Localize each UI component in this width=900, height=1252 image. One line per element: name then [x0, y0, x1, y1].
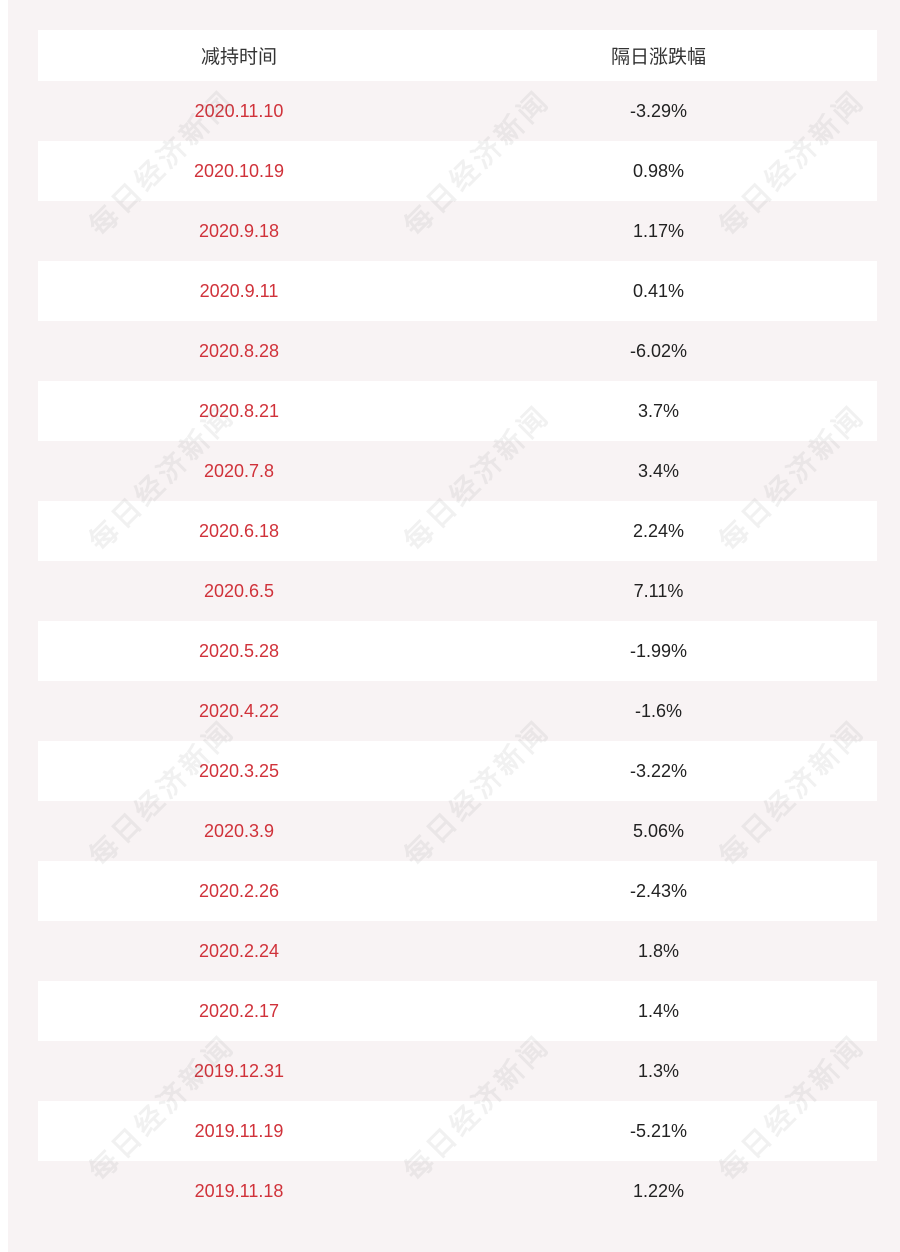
reduction-table: 减持时间 隔日涨跌幅 2020.11.10 -3.29% 2020.10.19 0.9…: [38, 30, 877, 1221]
table-row: 2020.5.28 -1.99%: [38, 621, 877, 681]
next-day-change-cell: 0.98%: [632, 160, 685, 181]
next-day-change-cell: -1.99%: [629, 640, 688, 661]
table-row: 2020.9.18 1.17%: [38, 201, 877, 261]
reduction-date-cell: 2020.8.21: [198, 400, 280, 421]
reduction-date-cell: 2020.9.11: [199, 280, 279, 301]
table-row: 2020.6.5 7.11%: [38, 561, 877, 621]
next-day-change-cell: 1.8%: [637, 940, 680, 961]
next-day-change-cell: 2.24%: [632, 520, 685, 541]
table-row: 2020.9.11 0.41%: [38, 261, 877, 321]
next-day-change-cell: 3.7%: [637, 400, 680, 421]
reduction-date-cell: 2019.11.19: [194, 1120, 284, 1141]
next-day-change-cell: 1.22%: [632, 1180, 685, 1201]
table-row: 2020.10.19 0.98%: [38, 141, 877, 201]
next-day-change-cell: 1.17%: [632, 220, 685, 241]
next-day-change-cell: 1.4%: [637, 1000, 680, 1021]
table-row: 2020.2.24 1.8%: [38, 921, 877, 981]
header-next-day-change: 隔日涨跌幅: [610, 46, 706, 68]
table-row: 2020.3.9 5.06%: [38, 801, 877, 861]
table-row: 2020.11.10 -3.29%: [38, 81, 877, 141]
reduction-date-cell: 2020.10.19: [193, 160, 285, 181]
table-row: 2020.2.26 -2.43%: [38, 861, 877, 921]
next-day-change-cell: 5.06%: [632, 820, 685, 841]
next-day-change-cell: -2.43%: [629, 880, 688, 901]
next-day-change-cell: -1.6%: [634, 700, 683, 721]
table-header: 减持时间 隔日涨跌幅: [38, 30, 877, 81]
reduction-date-cell: 2020.3.25: [198, 760, 280, 781]
reduction-date-cell: 2020.7.8: [203, 460, 275, 481]
next-day-change-cell: -3.22%: [629, 760, 688, 781]
reduction-date-cell: 2020.2.24: [198, 940, 280, 961]
reduction-date-cell: 2020.2.17: [198, 1000, 280, 1021]
next-day-change-cell: 0.41%: [632, 280, 685, 301]
reduction-date-cell: 2019.11.18: [194, 1180, 284, 1201]
reduction-date-cell: 2020.2.26: [198, 880, 280, 901]
reduction-date-cell: 2020.6.18: [198, 520, 280, 541]
table-row: 2020.8.21 3.7%: [38, 381, 877, 441]
next-day-change-cell: 7.11%: [633, 580, 684, 601]
reduction-date-cell: 2019.12.31: [193, 1060, 285, 1081]
next-day-change-cell: 3.4%: [637, 460, 680, 481]
reduction-date-cell: 2020.4.22: [198, 700, 280, 721]
reduction-date-cell: 2020.9.18: [198, 220, 280, 241]
table-row: 2019.11.18 1.22%: [38, 1161, 877, 1221]
table-row: 2020.4.22 -1.6%: [38, 681, 877, 741]
reduction-date-cell: 2020.5.28: [198, 640, 280, 661]
table-row: 2019.12.31 1.3%: [38, 1041, 877, 1101]
table-row: 2020.2.17 1.4%: [38, 981, 877, 1041]
table-row: 2019.11.19 -5.21%: [38, 1101, 877, 1161]
table-row: 2020.6.18 2.24%: [38, 501, 877, 561]
table-row: 2020.8.28 -6.02%: [38, 321, 877, 381]
next-day-change-cell: -6.02%: [629, 340, 688, 361]
reduction-date-cell: 2020.6.5: [203, 580, 275, 601]
table-row: 2020.3.25 -3.22%: [38, 741, 877, 801]
next-day-change-cell: -5.21%: [629, 1120, 688, 1141]
reduction-date-cell: 2020.11.10: [194, 100, 284, 121]
next-day-change-cell: -3.29%: [629, 100, 688, 121]
header-reduction-date: 减持时间: [200, 46, 277, 68]
reduction-date-cell: 2020.8.28: [198, 340, 280, 361]
table-row: 2020.7.8 3.4%: [38, 441, 877, 501]
reduction-date-cell: 2020.3.9: [203, 820, 275, 841]
next-day-change-cell: 1.3%: [637, 1060, 680, 1081]
